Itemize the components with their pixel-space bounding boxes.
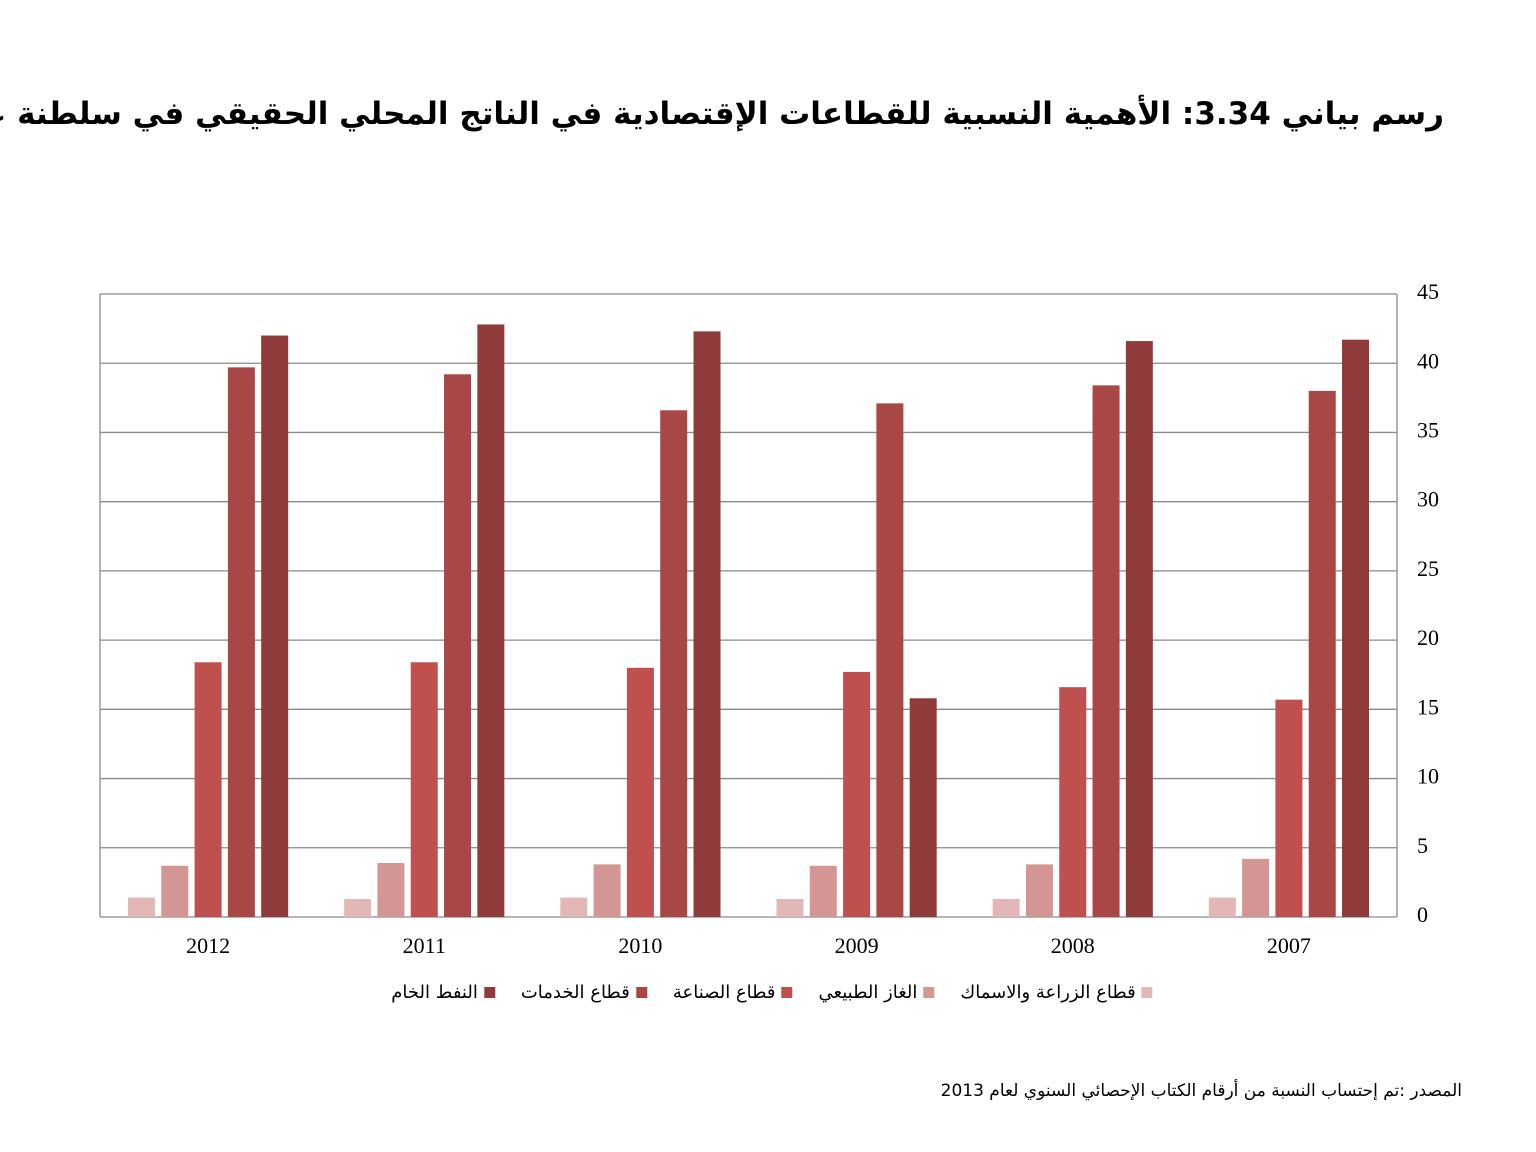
y-tick-label: 40 — [1417, 348, 1439, 373]
bar — [776, 899, 804, 917]
legend-item: قطاع الخدمات — [521, 982, 647, 1003]
chart-title: رسم بياني 3.34: الأهمية النسبية للقطاعات… — [0, 96, 1444, 132]
bar — [1308, 390, 1336, 917]
bar — [876, 403, 904, 918]
legend-label: الغاز الطبيعي — [818, 982, 918, 1003]
bar — [593, 864, 621, 917]
bar — [161, 865, 189, 917]
bar — [693, 331, 721, 917]
y-tick-label: 30 — [1417, 487, 1439, 512]
bar — [1025, 864, 1053, 917]
legend-label: قطاع الزراعة والاسماك — [960, 982, 1136, 1003]
x-tick-label: 2009 — [835, 933, 879, 958]
x-tick-label: 2011 — [403, 933, 446, 958]
bar — [477, 324, 505, 917]
bar — [377, 863, 405, 917]
bar — [992, 899, 1020, 917]
bar — [1092, 385, 1120, 918]
y-tick-label: 20 — [1417, 625, 1439, 650]
bar — [444, 374, 472, 917]
y-tick-label: 25 — [1417, 556, 1439, 581]
bar — [560, 897, 588, 917]
bar — [809, 865, 837, 917]
bar — [1275, 699, 1303, 917]
bar — [1342, 339, 1370, 918]
bar — [660, 410, 688, 917]
bar — [344, 899, 372, 917]
bar — [127, 897, 155, 917]
legend-swatch — [923, 987, 935, 998]
legend-swatch — [1141, 987, 1153, 998]
y-tick-label: 0 — [1417, 902, 1428, 927]
x-tick-label: 2010 — [618, 933, 662, 958]
x-tick-label: 2008 — [1051, 933, 1095, 958]
legend-item: قطاع الزراعة والاسماك — [960, 982, 1153, 1003]
legend-label: النفط الخام — [391, 982, 478, 1003]
legend-item: النفط الخام — [391, 982, 495, 1003]
bar — [261, 335, 289, 917]
legend: قطاع الزراعة والاسماك الغاز الطبيعي قطاع ا… — [391, 982, 1153, 1003]
bar — [1242, 858, 1270, 917]
bar — [909, 698, 937, 917]
bar — [410, 662, 438, 917]
bar — [194, 662, 222, 917]
y-tick-label: 45 — [1417, 279, 1439, 304]
y-tick-label: 35 — [1417, 417, 1439, 442]
source-note: المصدر :تم إحتساب النسبة من أرقام الكتاب… — [940, 1081, 1462, 1101]
bar — [1125, 341, 1153, 917]
bar — [227, 367, 255, 917]
bar — [843, 671, 871, 917]
legend-swatch — [781, 987, 793, 998]
legend-swatch — [483, 987, 495, 998]
legend-label: قطاع الصناعة — [672, 982, 776, 1003]
x-tick-label: 2012 — [186, 933, 230, 958]
y-tick-label: 5 — [1417, 833, 1428, 858]
y-tick-label: 10 — [1417, 764, 1439, 789]
legend-label: قطاع الخدمات — [520, 982, 630, 1003]
legend-item: الغاز الطبيعي — [819, 982, 935, 1003]
bar — [626, 667, 654, 917]
bar — [1208, 897, 1236, 917]
x-tick-label: 2007 — [1267, 933, 1311, 958]
bar — [1059, 687, 1087, 917]
y-tick-label: 15 — [1417, 694, 1439, 719]
legend-swatch — [635, 987, 647, 998]
legend-item: قطاع الصناعة — [673, 982, 793, 1003]
